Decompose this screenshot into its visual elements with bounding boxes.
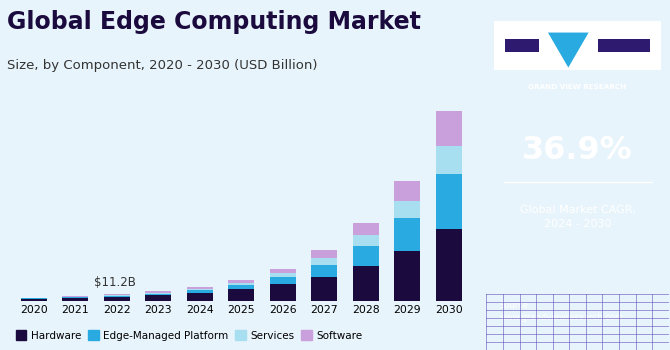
Bar (228, 280, 254, 282)
Text: Global Market CAGR,
2024 - 2030: Global Market CAGR, 2024 - 2030 (519, 205, 636, 229)
Bar (498, 52, 539, 66)
Text: Size, by Component, 2020 - 2030 (USD Billion): Size, by Component, 2020 - 2030 (USD Bil… (7, 60, 317, 72)
Bar (228, 289, 254, 301)
Bar (650, 25, 657, 66)
Bar (353, 223, 379, 235)
Text: Global Edge Computing Market: Global Edge Computing Market (7, 10, 421, 35)
Bar (270, 277, 295, 284)
Bar (598, 52, 657, 66)
Bar (395, 201, 420, 218)
Bar (270, 273, 295, 277)
Bar (498, 25, 539, 66)
Polygon shape (548, 33, 589, 68)
Bar (395, 181, 420, 201)
Text: $11.2B: $11.2B (94, 276, 135, 289)
Bar (436, 229, 462, 301)
Bar (62, 298, 88, 301)
Bar (353, 235, 379, 246)
Bar (62, 297, 88, 298)
Bar (187, 290, 212, 293)
Bar (21, 298, 46, 299)
Bar (145, 291, 171, 293)
Bar (312, 258, 337, 265)
Bar (312, 265, 337, 277)
Bar (145, 295, 171, 301)
Bar (395, 251, 420, 301)
Bar (228, 285, 254, 289)
Bar (145, 293, 171, 294)
Bar (104, 294, 129, 295)
Legend: Hardware, Edge-Managed Platform, Services, Software: Hardware, Edge-Managed Platform, Service… (12, 326, 366, 345)
Bar (270, 268, 295, 273)
Text: Source:
www.grandviewresearch.com: Source: www.grandviewresearch.com (500, 301, 624, 322)
Text: GRAND VIEW RESEARCH: GRAND VIEW RESEARCH (529, 84, 626, 90)
Text: 36.9%: 36.9% (522, 135, 633, 166)
Bar (353, 266, 379, 301)
Bar (436, 146, 462, 174)
Bar (104, 295, 129, 296)
Bar (395, 218, 420, 251)
Bar (494, 21, 661, 70)
Bar (187, 288, 212, 290)
Bar (436, 174, 462, 229)
Bar (270, 284, 295, 301)
Bar (312, 250, 337, 258)
Bar (145, 294, 171, 295)
Bar (598, 25, 657, 66)
Bar (21, 299, 46, 301)
Bar (436, 111, 462, 146)
Bar (104, 296, 129, 301)
Bar (312, 277, 337, 301)
Bar (598, 25, 657, 38)
Bar (62, 296, 88, 297)
Bar (187, 287, 212, 288)
Bar (187, 293, 212, 301)
Bar (498, 25, 539, 38)
Bar (498, 25, 505, 66)
Bar (353, 246, 379, 266)
Bar (228, 282, 254, 285)
